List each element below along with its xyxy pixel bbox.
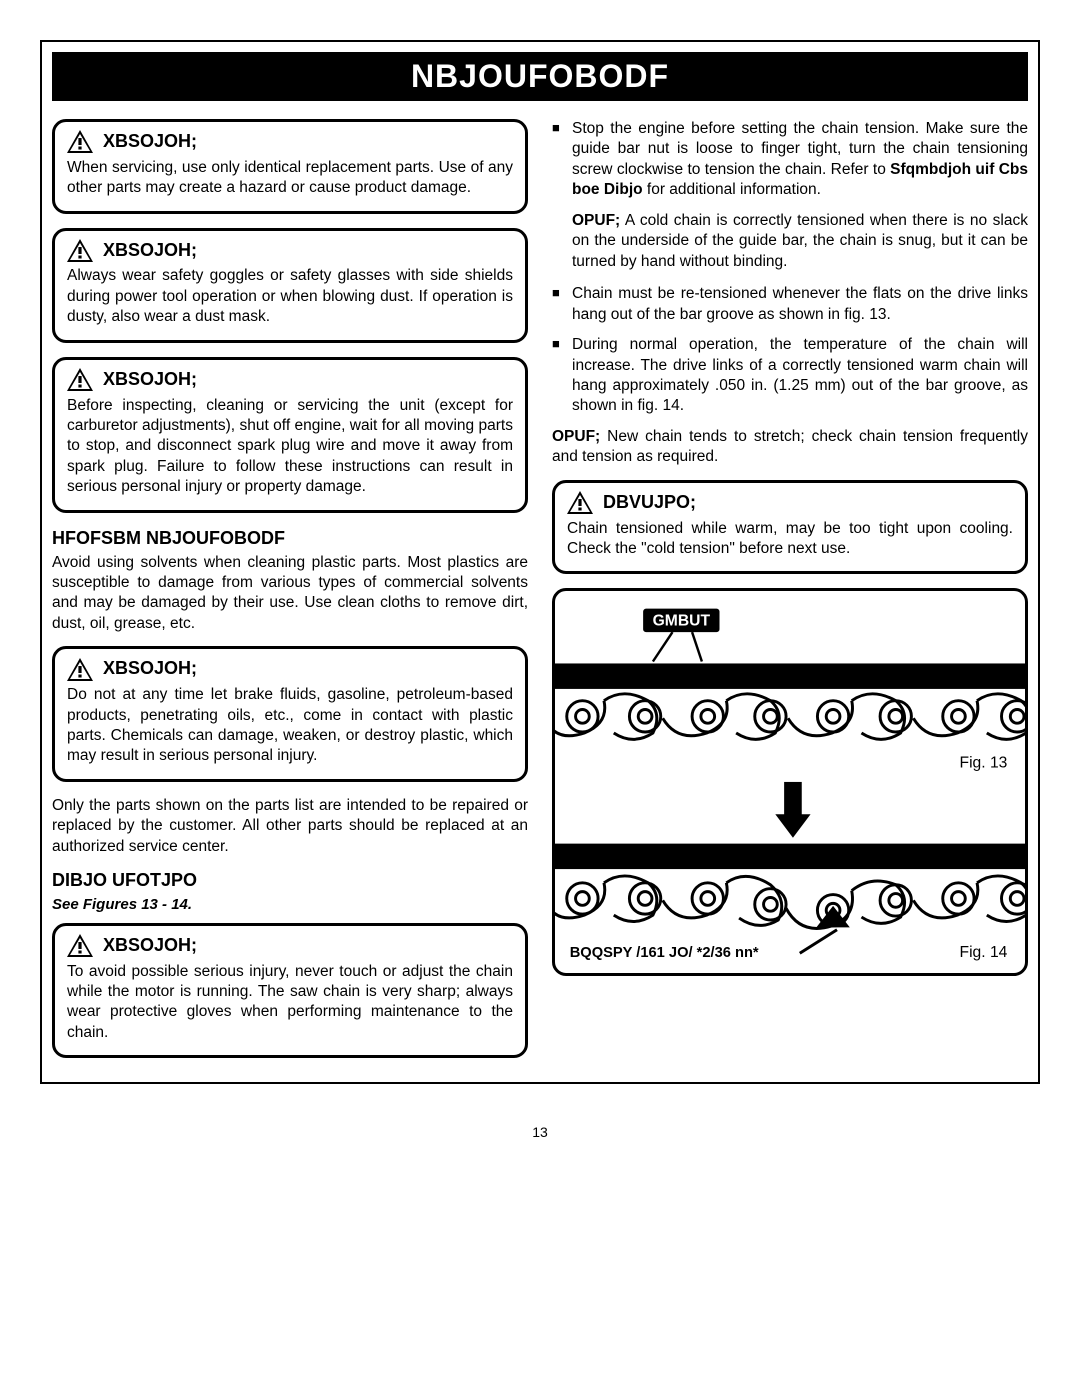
warning-triangle-icon [67,368,93,391]
caution-header: DBVUJPO; [567,491,1013,515]
bullet-text-part2: for additional information. [643,181,821,198]
caution-text: Chain tensioned while warm, may be too t… [567,519,1013,560]
warning-label: XBSOJOH; [103,130,197,154]
warning-label: XBSOJOH; [103,657,197,681]
caution-label: DBVUJPO; [603,491,696,515]
warning-box-2: XBSOJOH; Always wear safety goggles or s… [52,228,528,343]
note-label: OPUF; [572,212,620,229]
warning-box-1: XBSOJOH; When servicing, use only identi… [52,119,528,214]
note-block-2: OPUF; New chain tends to stretch; check … [552,427,1028,468]
bullet-item: Stop the engine before setting the chain… [552,119,1028,201]
warning-triangle-icon [67,239,93,262]
warning-text: Always wear safety goggles or safety gla… [67,266,513,327]
note-label: OPUF; [552,428,600,445]
flats-label: GMBUT [653,613,711,630]
warning-box-5: XBSOJOH; To avoid possible serious injur… [52,923,528,1059]
fig14-label: Fig. 14 [960,945,1008,962]
note-text: New chain tends to stretch; check chain … [552,428,1028,465]
warning-text: To avoid possible serious injury, never … [67,962,513,1044]
bullet-item: During normal operation, the temperature… [552,335,1028,417]
bullet-list: Chain must be re-tensioned whenever the … [552,284,1028,417]
warning-header: XBSOJOH; [67,239,513,263]
chain-row-top [555,694,1025,740]
parts-note: Only the parts shown on the parts list a… [52,796,528,857]
chain-row-bottom [555,876,1025,929]
warning-triangle-icon [567,491,593,514]
left-column: XBSOJOH; When servicing, use only identi… [52,119,528,1072]
warning-header: XBSOJOH; [67,934,513,958]
warning-label: XBSOJOH; [103,368,197,392]
note-text: A cold chain is correctly tensioned when… [572,212,1028,270]
warning-triangle-icon [67,130,93,153]
warning-label: XBSOJOH; [103,239,197,263]
section-heading-general: HFOFSBM NBJOUFOBODF [52,527,528,551]
bullet-item: Chain must be re-tensioned whenever the … [552,284,1028,325]
warning-label: XBSOJOH; [103,934,197,958]
bullet-list: Stop the engine before setting the chain… [552,119,1028,201]
warning-header: XBSOJOH; [67,657,513,681]
page-title: NBJOUFOBODF [52,52,1028,101]
chain-diagram-icon: GMBUT [555,591,1025,973]
chain-figure-box: GMBUT [552,588,1028,976]
caution-box: DBVUJPO; Chain tensioned while warm, may… [552,480,1028,575]
warning-text: Do not at any time let brake fluids, gas… [67,685,513,767]
warning-box-4: XBSOJOH; Do not at any time let brake fl… [52,646,528,782]
warning-header: XBSOJOH; [67,368,513,392]
see-figures-note: See Figures 13 - 14. [52,895,528,915]
warning-triangle-icon [67,934,93,957]
section-text: Avoid using solvents when cleaning plast… [52,553,528,635]
down-arrow-icon [775,782,810,838]
warning-text: When servicing, use only identical repla… [67,158,513,199]
two-column-layout: XBSOJOH; When servicing, use only identi… [52,119,1028,1072]
section-heading-tension: DIBJO UFOTJPO [52,869,528,893]
fig13-label: Fig. 13 [960,755,1008,772]
warning-triangle-icon [67,658,93,681]
warning-text: Before inspecting, cleaning or servicing… [67,396,513,498]
approx-label: BQQSPY /161 JO/ *2/36 nn* [570,946,759,962]
warning-header: XBSOJOH; [67,130,513,154]
warning-box-3: XBSOJOH; Before inspecting, cleaning or … [52,357,528,513]
note-block: OPUF; A cold chain is correctly tensione… [552,211,1028,272]
page-frame: NBJOUFOBODF XBSOJOH; When servicing, use… [40,40,1040,1084]
right-column: Stop the engine before setting the chain… [552,119,1028,1072]
page-number: 13 [40,1124,1040,1140]
